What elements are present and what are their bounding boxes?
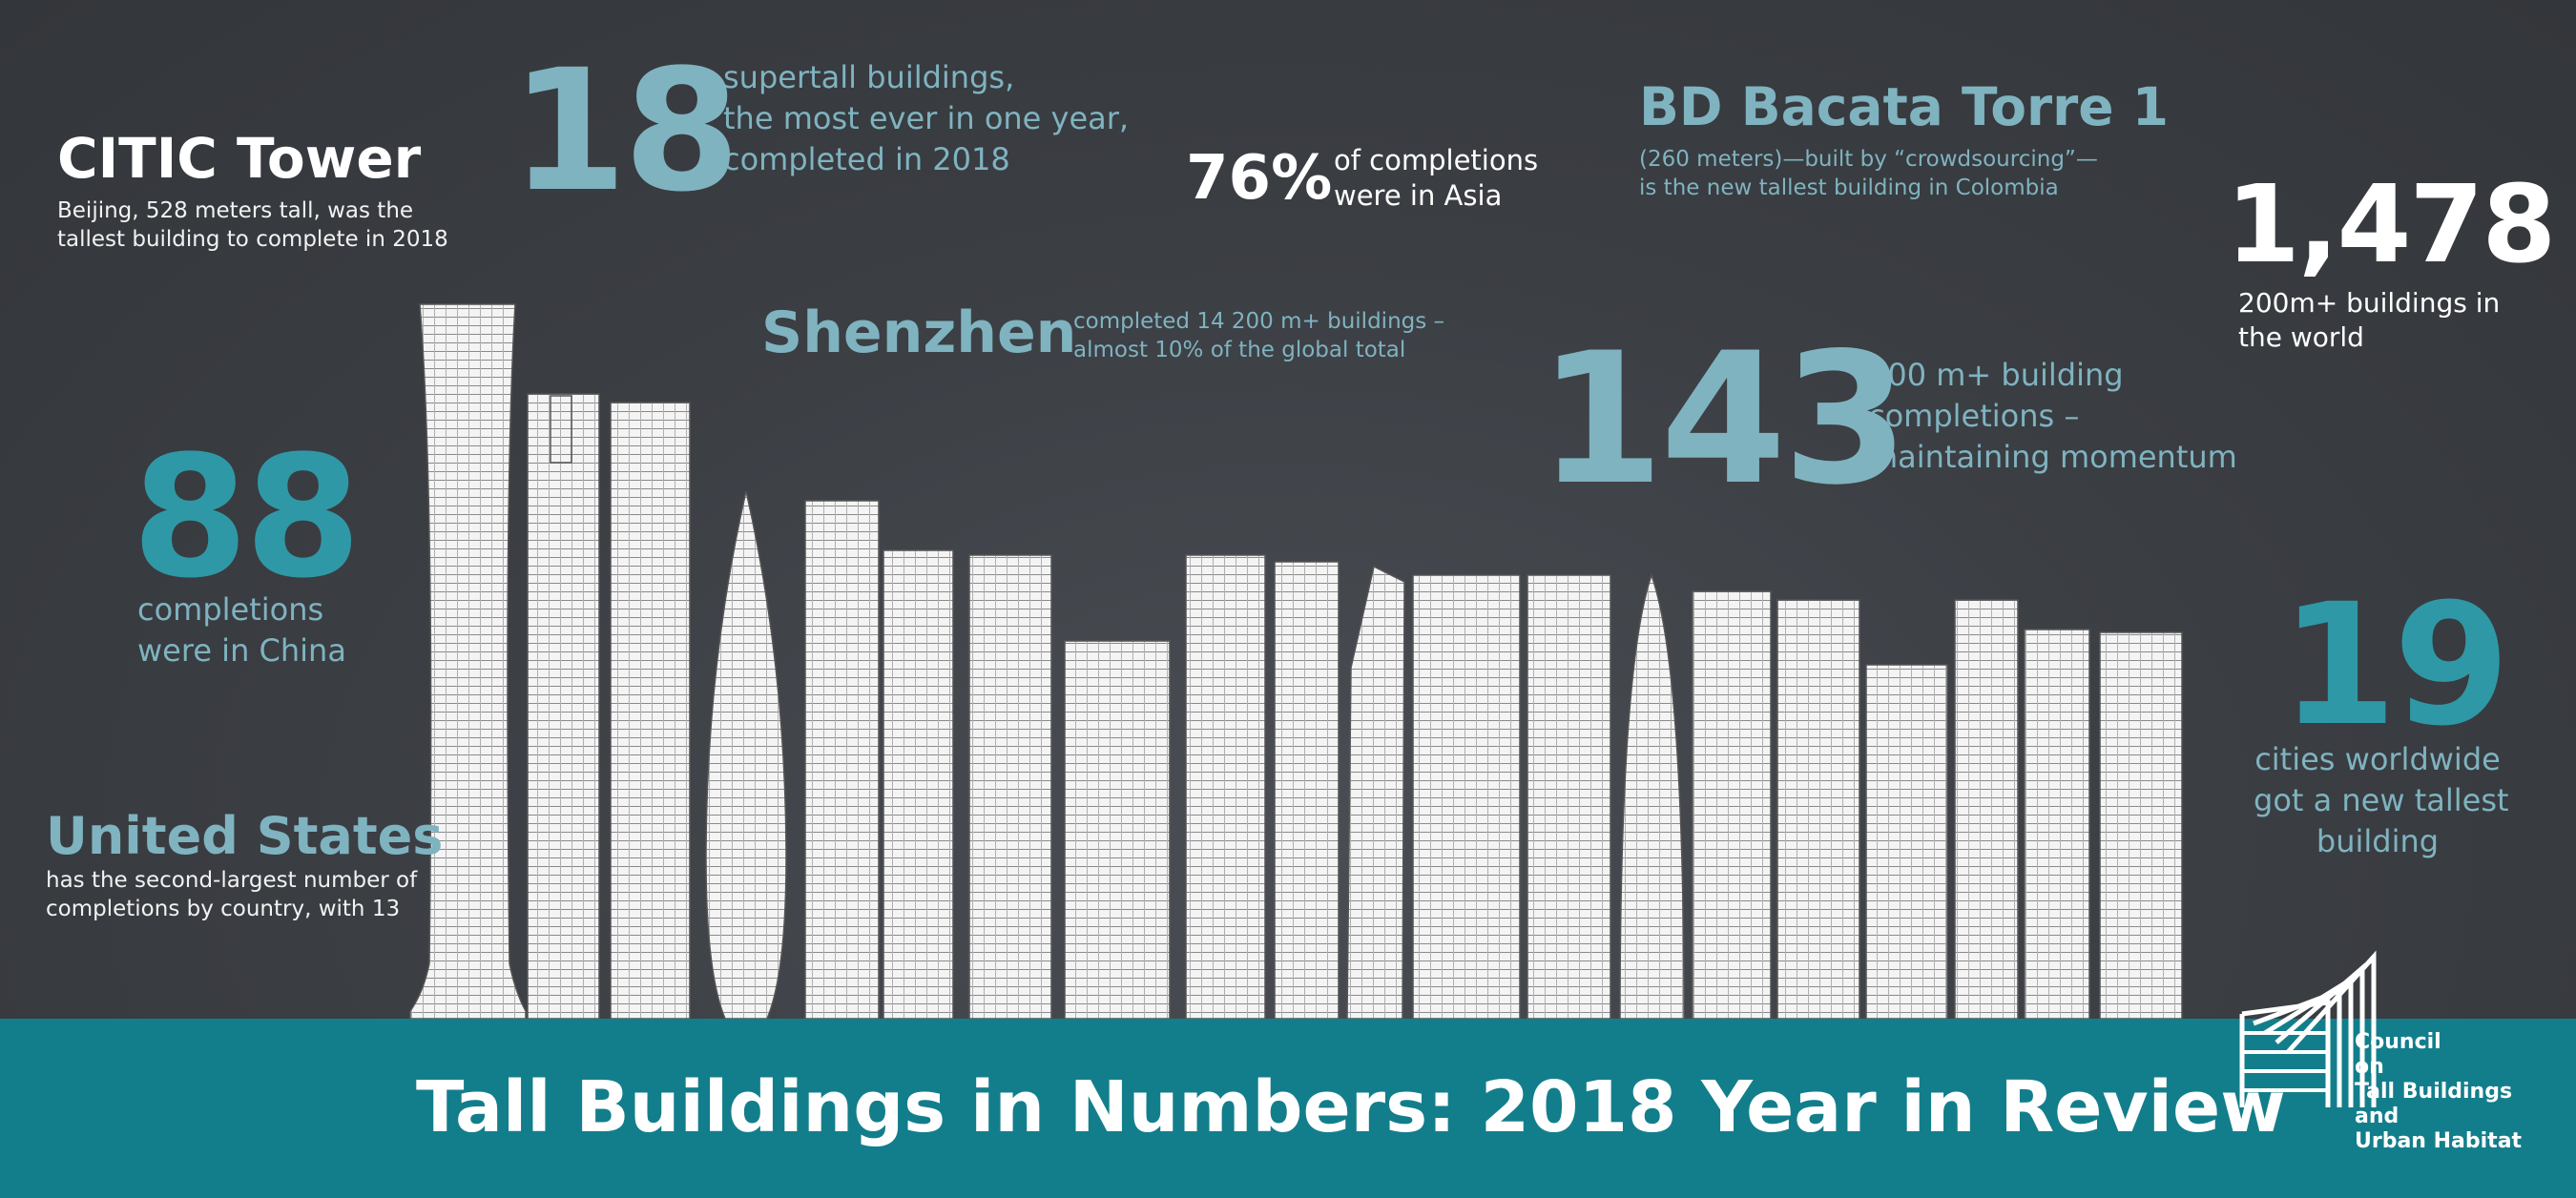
line: Beijing, 528 meters tall, was the bbox=[57, 198, 414, 223]
building bbox=[1185, 554, 1266, 1020]
footer-band: Tall Buildings in Numbers: 2018 Year in … bbox=[0, 950, 2576, 1198]
building bbox=[1346, 565, 1405, 1020]
line: cities worldwide bbox=[2254, 741, 2501, 777]
line: of completions bbox=[1334, 144, 1539, 176]
description: supertall buildings, the most ever in one… bbox=[723, 57, 1129, 180]
building bbox=[610, 402, 691, 1020]
line: Urban Habitat bbox=[2355, 1129, 2523, 1153]
line: the most ever in one year, bbox=[723, 100, 1130, 136]
description: of completions were in Asia bbox=[1334, 143, 1538, 214]
figure: 76% bbox=[1186, 143, 1333, 214]
building bbox=[1692, 590, 1772, 1020]
line: maintaining momentum bbox=[1868, 439, 2237, 475]
line: on bbox=[2355, 1055, 2384, 1079]
heading: United States bbox=[46, 806, 444, 866]
line: and bbox=[2355, 1105, 2399, 1128]
line: got a new tallest bbox=[2254, 782, 2509, 818]
description: cities worldwide got a new tallest buildin… bbox=[2254, 739, 2509, 862]
building bbox=[968, 554, 1052, 1020]
line: completions – bbox=[1868, 398, 2080, 434]
figure: 1,478 bbox=[2226, 163, 2556, 287]
description: completed 14 200 m+ buildings – almost 10… bbox=[1073, 307, 1444, 364]
description: has the second-largest number of completi… bbox=[46, 866, 417, 923]
line: supertall buildings, bbox=[723, 59, 1015, 95]
description: Beijing, 528 meters tall, was the tallest… bbox=[57, 196, 448, 254]
line: completions by country, with 13 bbox=[46, 897, 401, 921]
heading: CITIC Tower bbox=[57, 126, 422, 191]
building bbox=[1619, 572, 1685, 1020]
line: tallest building to complete in 2018 bbox=[57, 227, 448, 252]
building bbox=[2024, 629, 2090, 1020]
building bbox=[1412, 574, 1521, 1020]
line: is the new tallest building in Colombia bbox=[1639, 176, 2059, 200]
building bbox=[1865, 664, 1948, 1020]
line: almost 10% of the global total bbox=[1073, 338, 1406, 362]
building bbox=[527, 393, 600, 1020]
building bbox=[883, 549, 954, 1020]
line: were in China bbox=[137, 632, 346, 669]
line: completed in 2018 bbox=[723, 141, 1010, 177]
heading: Shenzhen bbox=[761, 300, 1077, 366]
building bbox=[804, 500, 880, 1020]
building bbox=[1954, 599, 2019, 1020]
line: Tall Buildings bbox=[2355, 1080, 2513, 1104]
logo-text: Council on Tall Buildings and Urban Habitat bbox=[2355, 1030, 2522, 1154]
figure: 18 bbox=[510, 33, 740, 229]
building bbox=[1274, 561, 1340, 1020]
figure: 143 bbox=[1538, 314, 1909, 525]
line: (260 meters)—built by “crowdsourcing”— bbox=[1639, 147, 2098, 172]
line: 200 m+ building bbox=[1868, 357, 2124, 393]
building bbox=[550, 395, 572, 464]
line: has the second-largest number of bbox=[46, 868, 418, 893]
line: building bbox=[2316, 823, 2440, 859]
description: 200 m+ building completions – maintaining … bbox=[1868, 355, 2237, 478]
figure: 88 bbox=[132, 420, 362, 615]
building bbox=[705, 490, 787, 1020]
building bbox=[1776, 599, 1860, 1020]
logo-mark bbox=[2239, 950, 2377, 1107]
description: (260 meters)—built by “crowdsourcing”— is… bbox=[1639, 145, 2098, 202]
building bbox=[409, 303, 527, 1020]
line: completions bbox=[137, 591, 324, 628]
line: Council bbox=[2355, 1030, 2441, 1054]
figure: 19 bbox=[2280, 568, 2510, 763]
building bbox=[1527, 574, 1611, 1020]
footer-title: Tall Buildings in Numbers: 2018 Year in … bbox=[416, 1066, 2286, 1148]
line: the world bbox=[2238, 321, 2364, 353]
description: completions were in China bbox=[137, 589, 346, 671]
building bbox=[2099, 631, 2183, 1020]
line: were in Asia bbox=[1334, 179, 1503, 212]
line: completed 14 200 m+ buildings – bbox=[1073, 309, 1445, 334]
building bbox=[1064, 640, 1171, 1020]
description: 200m+ buildings in the world bbox=[2238, 286, 2500, 355]
line: 200m+ buildings in bbox=[2238, 287, 2501, 319]
heading: BD Bacata Torre 1 bbox=[1639, 76, 2169, 137]
